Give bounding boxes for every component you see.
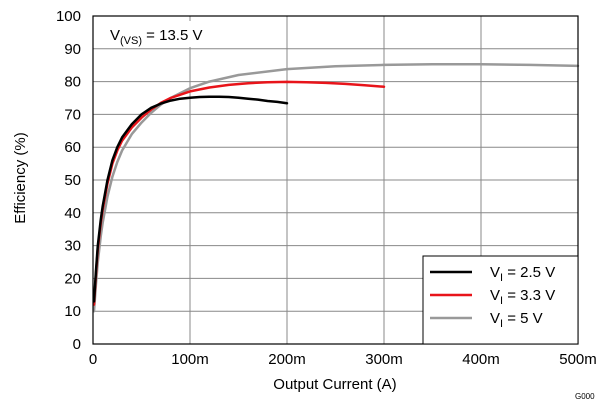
y-tick-label: 60 [64, 139, 81, 156]
annotation-sub: (VS) [120, 35, 142, 47]
legend-label-sub: I [500, 295, 503, 307]
y-tick-label: 0 [73, 336, 81, 353]
legend-label-2: VI = 5 V [490, 310, 543, 330]
y-tick-label: 90 [64, 41, 81, 58]
legend-label-sub: I [500, 318, 503, 330]
x-tick-labels: 0 100m 200m 300m 400m 500m [89, 351, 597, 368]
annotation-background [103, 21, 233, 47]
legend-label-rest: = 3.3 V [503, 287, 555, 304]
x-tick-label: 200m [268, 351, 306, 368]
series-line-2 [92, 62, 580, 313]
y-tick-label: 50 [64, 172, 81, 189]
legend-label-1: VI = 3.3 V [490, 287, 555, 307]
x-tick-label: 500m [559, 351, 597, 368]
legend-label-main: V [490, 287, 500, 304]
legend-box [422, 255, 579, 345]
x-axis-label: Output Current (A) [273, 376, 396, 393]
annotation-rest: = 13.5 V [142, 27, 202, 44]
y-tick-labels: 0 10 20 30 40 50 60 70 80 90 100 [56, 8, 81, 353]
series-line-0 [92, 95, 289, 303]
annotation-vs: V(VS) = 13.5 V [110, 27, 202, 47]
y-tick-label: 40 [64, 205, 81, 222]
legend-label-0: VI = 2.5 V [490, 264, 555, 284]
figure-code: G000 [575, 392, 595, 401]
y-tick-label: 80 [64, 74, 81, 91]
legend-label-rest: = 2.5 V [503, 264, 555, 281]
legend: VI = 2.5 VVI = 3.3 VVI = 5 V [422, 255, 579, 345]
x-tick-label: 400m [462, 351, 500, 368]
annotation-main: V [110, 27, 120, 44]
x-tick-label: 100m [171, 351, 209, 368]
legend-label-sub: I [500, 272, 503, 284]
y-tick-label: 30 [64, 238, 81, 255]
grid-lines [93, 16, 578, 344]
y-tick-label: 100 [56, 8, 81, 25]
legend-label-rest: = 5 V [503, 310, 543, 327]
legend-label-main: V [490, 264, 500, 281]
x-tick-label: 300m [365, 351, 403, 368]
plot-frame [92, 15, 579, 345]
y-tick-label: 10 [64, 303, 81, 320]
y-tick-label: 20 [64, 270, 81, 287]
x-tick-label: 0 [89, 351, 97, 368]
y-axis-label: Efficiency (%) [12, 132, 29, 223]
series-layer [92, 62, 580, 313]
legend-label-main: V [490, 310, 500, 327]
y-tick-label: 70 [64, 106, 81, 123]
